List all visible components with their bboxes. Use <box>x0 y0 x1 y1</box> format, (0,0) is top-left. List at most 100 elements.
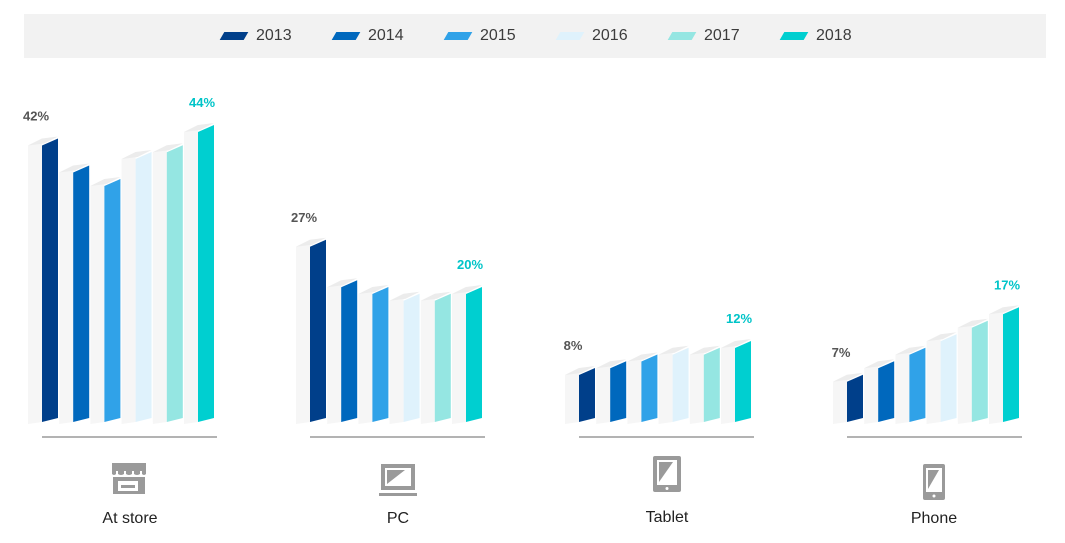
bar-side-2018-tablet <box>721 341 735 424</box>
bar-side-2016-phone <box>926 334 941 424</box>
bar-2014-at-store <box>73 165 90 422</box>
phone-icon <box>923 464 945 500</box>
bar-side-2014-phone <box>864 361 879 424</box>
store-icon <box>112 463 146 494</box>
bar-top-2016-phone <box>926 332 957 342</box>
bar-2013-at-store <box>42 138 58 422</box>
category-label-tablet: Tablet <box>645 509 689 526</box>
legend: 2013 2014 2015 2016 2017 2018 <box>24 14 1046 58</box>
bar-top-2016-at-store <box>121 150 152 159</box>
bar-top-2013-phone <box>833 372 863 382</box>
data-label-2013-tablet: 8% <box>564 338 583 353</box>
bar-top-2013-pc <box>296 237 326 247</box>
bar-2016-phone <box>940 334 957 422</box>
category-label-pc: PC <box>386 510 410 527</box>
data-label-2018-phone: 17% <box>994 277 1020 292</box>
bar-side-2017-pc <box>420 293 435 424</box>
bar-side-2013-pc <box>296 239 310 424</box>
bar-2016-at-store <box>135 152 152 422</box>
data-label-2018-tablet: 12% <box>726 311 752 326</box>
legend-label: 2015 <box>480 27 516 44</box>
legend-label: 2016 <box>592 27 628 44</box>
bar-top-2015-pc <box>358 285 389 294</box>
bar-2014-pc <box>341 280 358 422</box>
bar-2017-at-store <box>166 145 183 422</box>
bar-top-2016-pc <box>389 291 420 301</box>
bar-2015-phone <box>909 347 926 422</box>
bar-top-2017-pc <box>420 291 451 301</box>
bar-side-2017-at-store <box>152 145 167 424</box>
bar-2018-tablet <box>735 341 751 422</box>
bar-top-2016-tablet <box>658 345 689 355</box>
bar-side-2018-phone <box>989 307 1003 424</box>
bar-top-2017-at-store <box>152 143 183 153</box>
legend-label: 2017 <box>704 27 740 44</box>
legend-item-2013: 2013 <box>219 14 292 58</box>
bar-2013-tablet <box>579 368 595 422</box>
bar-2014-phone <box>878 361 895 422</box>
bar-top-2013-at-store <box>28 136 58 146</box>
bar-2018-pc <box>466 287 482 422</box>
bar-side-2015-tablet <box>627 354 642 424</box>
tablet-icon <box>653 456 681 492</box>
bar-top-2015-phone <box>895 345 926 355</box>
bar-side-2016-tablet <box>658 347 673 424</box>
bar-side-2013-at-store <box>28 138 42 424</box>
legend-item-2014: 2014 <box>331 14 404 58</box>
bar-top-2017-phone <box>957 318 988 328</box>
bar-top-2018-phone <box>989 305 1019 315</box>
legend-item-2016: 2016 <box>555 14 628 58</box>
data-label-2013-phone: 7% <box>832 345 851 360</box>
legend-item-2015: 2015 <box>443 14 516 58</box>
legend-item-2018: 2018 <box>779 14 852 58</box>
pc-icon <box>379 464 417 496</box>
bar-side-2016-pc <box>389 293 404 424</box>
bar-side-2015-at-store <box>90 179 105 424</box>
bar-2018-phone <box>1003 307 1019 422</box>
legend-label: 2014 <box>368 27 404 44</box>
bar-top-2014-tablet <box>596 359 627 369</box>
bar-top-2018-tablet <box>721 339 751 348</box>
bar-top-2018-pc <box>452 285 482 294</box>
bar-side-2017-tablet <box>689 347 704 424</box>
category-label-phone: Phone <box>910 510 958 527</box>
bar-side-2018-pc <box>452 287 466 424</box>
data-label-2013-pc: 27% <box>291 210 317 225</box>
bar-top-2013-tablet <box>565 366 595 375</box>
bar-2015-tablet <box>641 354 658 422</box>
bar-side-2017-phone <box>957 320 972 424</box>
legend-label: 2018 <box>816 27 852 44</box>
bar-top-2015-tablet <box>627 352 658 362</box>
bar-2015-pc <box>372 287 389 422</box>
bar-top-2015-at-store <box>90 177 121 186</box>
bar-side-2014-at-store <box>59 165 74 424</box>
bar-side-2018-at-store <box>184 125 198 424</box>
bar-side-2015-pc <box>358 287 373 424</box>
bar-top-2014-phone <box>864 359 895 369</box>
bar-side-2013-tablet <box>565 368 579 424</box>
bar-top-2014-at-store <box>59 163 90 173</box>
category-label-at-store: At store <box>102 510 158 527</box>
bar-2016-pc <box>403 293 420 422</box>
bar-2016-tablet <box>672 347 689 422</box>
data-label-2018-at-store: 44% <box>189 95 215 110</box>
bar-2015-at-store <box>104 179 121 422</box>
bar-side-2015-phone <box>895 347 910 424</box>
bar-top-2018-at-store <box>184 123 214 132</box>
bar-side-2013-phone <box>833 374 847 424</box>
bar-2018-at-store <box>198 125 214 422</box>
bar-top-2014-pc <box>327 278 358 288</box>
bar-top-2017-tablet <box>689 345 720 355</box>
bar-side-2014-tablet <box>596 361 611 424</box>
bar-side-2014-pc <box>327 280 342 424</box>
bar-2017-tablet <box>703 347 720 422</box>
bar-2017-pc <box>434 293 451 422</box>
data-label-2013-at-store: 42% <box>23 109 49 124</box>
bar-side-2016-at-store <box>121 152 136 424</box>
bar-2013-phone <box>847 374 863 422</box>
bar-2017-phone <box>971 320 988 422</box>
legend-item-2017: 2017 <box>667 14 740 58</box>
data-label-2018-pc: 20% <box>457 257 483 272</box>
legend-label: 2013 <box>256 27 292 44</box>
